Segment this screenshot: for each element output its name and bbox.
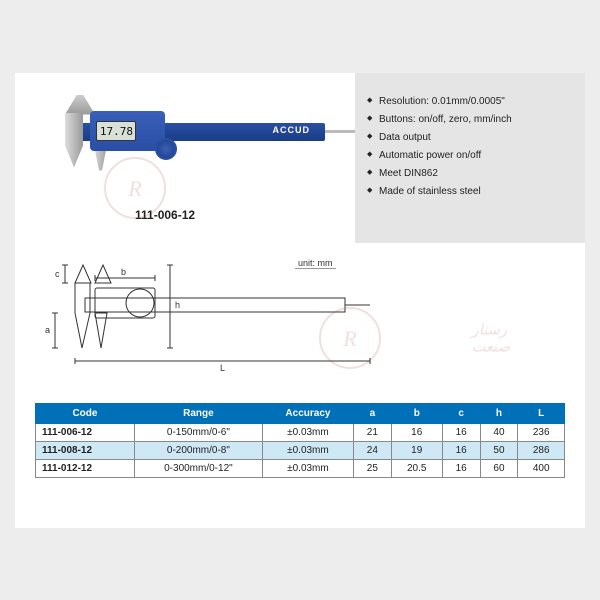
caliper-illustration: ACCUD 17.78 xyxy=(35,103,335,173)
feature-item: Automatic power on/off xyxy=(367,147,573,165)
table-cell: 286 xyxy=(518,441,565,459)
table-row: 111-006-120-150mm/0-6"±0.03mm21161640236 xyxy=(36,423,565,441)
table-cell: 20.5 xyxy=(391,459,442,477)
table-body: 111-006-120-150mm/0-6"±0.03mm21161640236… xyxy=(36,423,565,477)
table-cell: 111-006-12 xyxy=(36,423,135,441)
feature-item: Made of stainless steel xyxy=(367,183,573,201)
table-cell: 16 xyxy=(442,423,480,441)
lcd-reading: 17.78 xyxy=(96,121,136,141)
table-cell: 19 xyxy=(391,441,442,459)
table-header-cell: L xyxy=(518,403,565,423)
dimension-diagram-area: unit: mm xyxy=(15,243,585,403)
table-cell: 21 xyxy=(353,423,391,441)
brand-label: ACCUD xyxy=(273,125,311,135)
table-cell: 236 xyxy=(518,423,565,441)
spec-table: CodeRangeAccuracyabchL 111-006-120-150mm… xyxy=(35,403,565,478)
table-cell: 16 xyxy=(442,441,480,459)
features-panel: Resolution: 0.01mm/0.0005"Buttons: on/of… xyxy=(355,73,585,243)
dimension-diagram: unit: mm xyxy=(35,253,375,373)
table-cell: 0-200mm/0-8" xyxy=(134,441,262,459)
table-cell: ±0.03mm xyxy=(262,459,353,477)
table-header-cell: c xyxy=(442,403,480,423)
product-photo-area: ACCUD 17.78 111-006-12 xyxy=(15,73,355,243)
fixed-jaw xyxy=(65,113,83,168)
table-header-cell: Range xyxy=(134,403,262,423)
caliper-outline-svg: c b a h xyxy=(35,253,375,373)
svg-text:c: c xyxy=(55,269,60,279)
table-cell: 111-008-12 xyxy=(36,441,135,459)
table-header-cell: a xyxy=(353,403,391,423)
table-cell: 0-300mm/0-12" xyxy=(134,459,262,477)
table-cell: 50 xyxy=(480,441,518,459)
unit-label: unit: mm xyxy=(295,258,336,269)
features-list: Resolution: 0.01mm/0.0005"Buttons: on/of… xyxy=(367,93,573,201)
product-code-label: 111-006-12 xyxy=(135,208,195,222)
table-cell: 16 xyxy=(442,459,480,477)
svg-text:h: h xyxy=(175,300,180,310)
thumb-wheel xyxy=(155,138,177,160)
svg-text:a: a xyxy=(45,325,50,335)
table-header-cell: Accuracy xyxy=(262,403,353,423)
table-cell: 16 xyxy=(391,423,442,441)
table-header-cell: h xyxy=(480,403,518,423)
table-header-cell: Code xyxy=(36,403,135,423)
table-header-row: CodeRangeAccuracyabchL xyxy=(36,403,565,423)
feature-item: Data output xyxy=(367,129,573,147)
depth-rod xyxy=(325,130,355,133)
table-cell: 40 xyxy=(480,423,518,441)
spec-table-area: CodeRangeAccuracyabchL 111-006-120-150mm… xyxy=(15,403,585,488)
feature-item: Meet DIN862 xyxy=(367,165,573,183)
table-cell: ±0.03mm xyxy=(262,441,353,459)
product-spec-page: ACCUD 17.78 111-006-12 Resolution: 0.01m… xyxy=(15,73,585,528)
svg-text:b: b xyxy=(121,267,126,277)
table-cell: 0-150mm/0-6" xyxy=(134,423,262,441)
table-cell: 24 xyxy=(353,441,391,459)
table-cell: 25 xyxy=(353,459,391,477)
table-header-cell: b xyxy=(391,403,442,423)
feature-item: Resolution: 0.01mm/0.0005" xyxy=(367,93,573,111)
table-cell: 60 xyxy=(480,459,518,477)
table-cell: 400 xyxy=(518,459,565,477)
table-cell: ±0.03mm xyxy=(262,423,353,441)
svg-text:L: L xyxy=(220,363,225,373)
feature-item: Buttons: on/off, zero, mm/inch xyxy=(367,111,573,129)
table-row: 111-012-120-300mm/0-12"±0.03mm2520.51660… xyxy=(36,459,565,477)
digital-display-unit: 17.78 xyxy=(90,111,165,151)
top-section: ACCUD 17.78 111-006-12 Resolution: 0.01m… xyxy=(15,73,585,243)
table-row: 111-008-120-200mm/0-8"±0.03mm24191650286 xyxy=(36,441,565,459)
table-cell: 111-012-12 xyxy=(36,459,135,477)
